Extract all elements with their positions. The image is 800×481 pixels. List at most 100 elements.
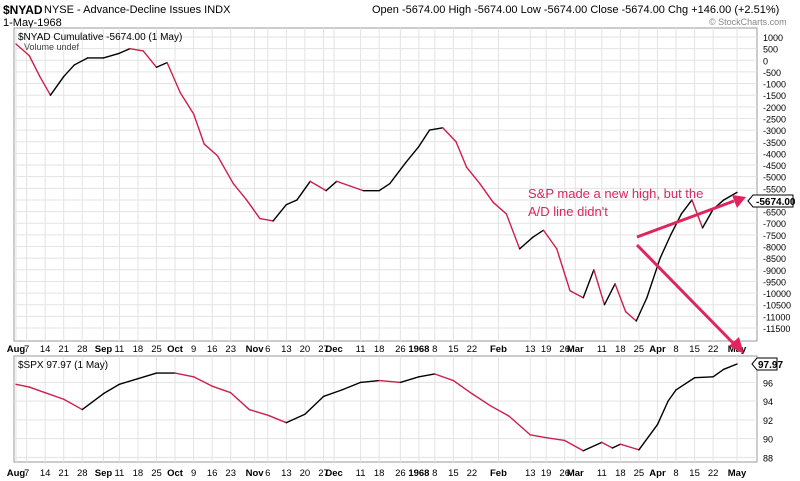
series-segment [532, 229, 545, 238]
series-segment [259, 217, 274, 222]
series-segment [28, 54, 41, 78]
x-tick-label: 27 [318, 468, 329, 479]
series-segment [701, 208, 714, 229]
x-tick-label: 9 [191, 344, 196, 355]
series-segment [39, 75, 52, 96]
series-segment [248, 408, 269, 416]
series-segment [680, 199, 693, 215]
x-tick-label: 1968 [408, 344, 429, 355]
series-segment [693, 376, 714, 379]
y-tick-label: -500 [763, 68, 781, 78]
y-tick-label: 0 [763, 56, 768, 66]
date-label: 1-May-1968 [3, 17, 62, 29]
x-tick-label: 13 [281, 344, 292, 355]
series-segment [285, 199, 298, 206]
y-tick-label: 1000 [763, 33, 783, 43]
x-tick-label: Oct [167, 468, 184, 479]
series-segment [359, 379, 380, 384]
series-segment [723, 363, 738, 370]
series-segment [389, 162, 407, 185]
ohlc-summary: Open -5674.00 High -5674.00 Low -5674.00… [372, 4, 780, 16]
y-tick-label: -2000 [763, 103, 786, 113]
series-segment [675, 377, 696, 391]
arrow-to-top [636, 199, 735, 239]
annotation: S&P made a new high, but the A/D line di… [528, 186, 746, 354]
watermark: © StockCharts.com [709, 17, 787, 27]
y-tick-label: -5000 [763, 173, 786, 183]
series-segment [118, 377, 139, 385]
series-segment [118, 47, 131, 54]
y-tick-label: 500 [763, 45, 778, 55]
series-segment [601, 441, 614, 449]
y-tick-label: -4000 [763, 149, 786, 159]
x-tick-label: Sep [95, 344, 113, 355]
series-segment [723, 191, 738, 201]
x-tick-label: Apr [649, 344, 666, 355]
series-segment [63, 64, 76, 78]
series-segment [102, 52, 121, 59]
x-tick-label: 1968 [408, 468, 429, 479]
series-segment [656, 400, 669, 426]
x-tick-label: Dec [325, 468, 342, 479]
series-segment [582, 269, 595, 299]
y-tick-label: -1000 [763, 80, 786, 90]
x-tick-label: 25 [151, 468, 162, 479]
x-tick-label: 6 [265, 468, 270, 479]
series-segment [102, 383, 121, 395]
series-segment [28, 386, 46, 394]
x-tick-label: 6 [265, 344, 270, 355]
x-tick-label: 25 [634, 468, 645, 479]
x-tick-label: May [728, 468, 747, 479]
series-segment [378, 379, 402, 384]
y-tick-label: -10500 [763, 301, 791, 311]
y-tick-label: -11500 [763, 324, 790, 334]
series-segment [611, 443, 622, 449]
x-tick-label: Sep [95, 468, 113, 479]
series-segment [73, 57, 89, 66]
x-tick-label: 28 [77, 468, 88, 479]
y-tick-label: -3000 [763, 126, 786, 136]
series-segment [638, 423, 659, 451]
series-segment [455, 141, 468, 169]
x-tick-label: 7 [24, 344, 29, 355]
series-segment [137, 372, 158, 380]
series-segment [442, 127, 457, 143]
x-tick-label: 15 [448, 468, 459, 479]
x-tick-label: 22 [467, 468, 478, 479]
series-segment [192, 113, 205, 145]
annotation-line-2: A/D line didn't [528, 204, 608, 219]
series-segment [15, 43, 30, 57]
x-tick-label: 20 [300, 344, 311, 355]
y-tick-label: -11000 [763, 312, 790, 322]
x-tick-label: 11 [597, 468, 607, 479]
series-segment [129, 47, 144, 52]
x-tick-label: 22 [467, 344, 478, 355]
series-segment [404, 145, 420, 164]
series-segment [452, 379, 473, 395]
series-segment [434, 373, 455, 382]
x-tick-label: 11 [114, 468, 124, 479]
x-tick-label: 18 [374, 468, 385, 479]
y-tick-label: -4500 [763, 161, 786, 171]
y-tick-label: -5500 [763, 184, 786, 194]
series-segment [81, 392, 105, 411]
series-segment [471, 392, 492, 407]
x-tick-label: 14 [40, 344, 51, 355]
top-panel-frame [13, 27, 758, 342]
y-tick-label: 90 [763, 435, 773, 445]
series-segment [325, 180, 338, 192]
x-tick-label: 27 [318, 344, 329, 355]
x-tick-label: 23 [225, 468, 236, 479]
series-segment [614, 283, 627, 313]
x-tick-label: 26 [395, 344, 406, 355]
x-tick-label: Aug [7, 468, 26, 479]
x-tick-label: Nov [246, 344, 265, 355]
series-segment [492, 201, 508, 215]
x-tick-label: Mar [567, 468, 584, 479]
series-segment [142, 50, 158, 68]
series-segment [179, 92, 195, 115]
x-tick-label: 18 [615, 468, 626, 479]
series-segment [542, 229, 558, 250]
series-segment [508, 415, 531, 436]
x-tick-label: Feb [490, 468, 507, 479]
